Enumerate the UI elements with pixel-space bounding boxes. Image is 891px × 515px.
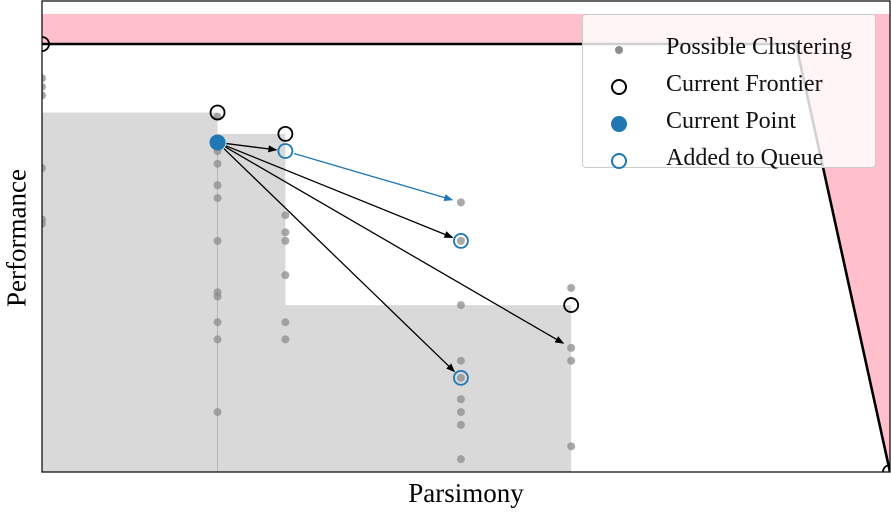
possible-clustering-point bbox=[281, 318, 290, 327]
possible-clustering-point bbox=[213, 335, 222, 344]
y-axis-label: Performance bbox=[1, 169, 32, 307]
possible-clustering-point bbox=[567, 442, 576, 451]
possible-clustering-point bbox=[456, 395, 465, 404]
frontier-point bbox=[42, 36, 50, 52]
possible-clustering-point bbox=[213, 159, 222, 168]
possible-clustering-point bbox=[42, 74, 46, 83]
legend-item-added-to-queue: Added to Queue bbox=[583, 142, 875, 179]
possible-clustering-point bbox=[456, 301, 465, 310]
possible-clustering-point bbox=[213, 292, 222, 301]
queue-point bbox=[453, 232, 469, 249]
queue-point bbox=[453, 369, 469, 386]
possible-clustering-point bbox=[213, 408, 222, 417]
legend-black-ring-icon bbox=[611, 79, 627, 95]
legend-label: Current Frontier bbox=[666, 71, 823, 97]
possible-clustering-point bbox=[42, 219, 46, 228]
possible-clustering-point bbox=[281, 335, 290, 344]
legend-item-possible-clustering: Possible Clustering bbox=[583, 31, 875, 68]
possible-clustering-point bbox=[456, 420, 465, 429]
legend: Possible Clustering Current Frontier Cur… bbox=[582, 14, 876, 171]
legend-blue-ring-icon bbox=[611, 153, 627, 169]
legend-blue-dot-icon bbox=[611, 116, 627, 132]
possible-clustering-point bbox=[213, 236, 222, 245]
possible-clustering-point bbox=[567, 356, 576, 365]
possible-clustering-point bbox=[42, 91, 46, 100]
transition-arrow bbox=[226, 142, 278, 153]
frontier-point bbox=[563, 297, 580, 313]
possible-clustering-point bbox=[567, 343, 576, 352]
transition-arrow bbox=[224, 146, 565, 344]
possible-clustering-point bbox=[42, 164, 46, 173]
possible-clustering-point bbox=[456, 236, 465, 245]
legend-label: Possible Clustering bbox=[666, 34, 853, 60]
possible-clustering-point bbox=[456, 408, 465, 417]
possible-clustering-point bbox=[567, 283, 576, 292]
queue-point bbox=[277, 143, 294, 159]
possible-clustering-point bbox=[42, 82, 46, 91]
frontier-point bbox=[209, 104, 226, 121]
legend-item-current-frontier: Current Frontier bbox=[583, 68, 875, 105]
legend-label: Added to Queue bbox=[666, 145, 824, 171]
possible-clustering-point bbox=[213, 181, 222, 190]
possible-clustering-point bbox=[456, 356, 465, 365]
frontier-point bbox=[277, 125, 294, 142]
transition-arrow bbox=[225, 145, 454, 239]
possible-clustering-point bbox=[213, 194, 222, 203]
plot-frame bbox=[41, 0, 891, 473]
possible-clustering-point bbox=[456, 373, 465, 382]
x-axis-label: Parsimony bbox=[408, 478, 524, 508]
current-point bbox=[209, 134, 226, 151]
possible-clustering-point bbox=[456, 455, 465, 464]
possible-clustering-point bbox=[281, 236, 290, 245]
transition-arrow bbox=[223, 148, 456, 373]
possible-clustering-point bbox=[281, 228, 290, 237]
legend-gray-dot-icon bbox=[615, 46, 623, 54]
queue-arrow bbox=[293, 152, 454, 202]
legend-label: Current Point bbox=[666, 108, 796, 134]
legend-item-current-point: Current Point bbox=[583, 105, 875, 142]
possible-clustering-point bbox=[281, 211, 290, 220]
dominated-region bbox=[42, 44, 572, 472]
possible-clustering-point bbox=[213, 318, 222, 327]
possible-clustering-point bbox=[456, 198, 465, 207]
possible-clustering-point bbox=[281, 271, 290, 280]
